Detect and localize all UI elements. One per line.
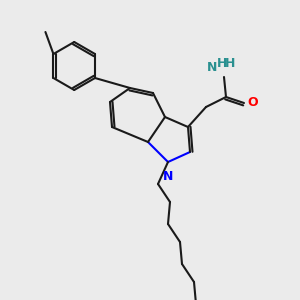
- Text: N: N: [207, 61, 217, 74]
- Text: H: H: [225, 57, 235, 70]
- Text: H: H: [217, 57, 227, 70]
- Text: O: O: [247, 97, 258, 110]
- Text: N: N: [163, 170, 173, 183]
